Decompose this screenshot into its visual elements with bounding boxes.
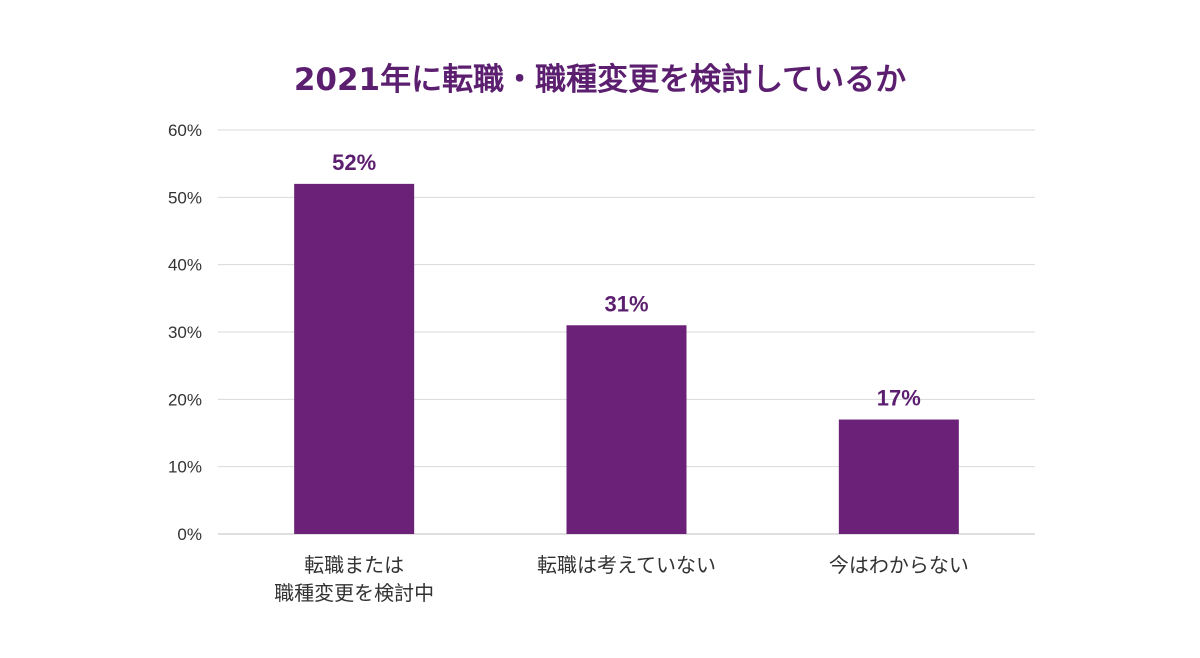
x-category-label: 職種変更を検討中	[274, 581, 434, 605]
bars	[294, 183, 959, 534]
y-tick-label: 60%	[168, 121, 202, 140]
y-tick-label: 0%	[177, 525, 202, 544]
bar-value-label: 17%	[877, 386, 921, 411]
y-tick-label: 10%	[168, 458, 202, 477]
x-category-label: 今はわからない	[829, 553, 969, 577]
x-category-label: 転職は考えていない	[537, 553, 716, 577]
y-tick-label: 30%	[168, 323, 202, 342]
y-tick-label: 50%	[168, 188, 202, 207]
bar	[566, 325, 687, 534]
bar	[838, 419, 959, 534]
bar	[294, 183, 415, 534]
value-labels: 52% 31% 17%	[332, 150, 921, 411]
x-category-label: 転職または	[304, 553, 404, 577]
chart-title: 2021年に転職・職種変更を検討しているか	[294, 62, 906, 98]
bar-value-label: 31%	[604, 291, 648, 316]
y-axis-tick-labels: 0% 10% 20% 30% 40% 50% 60%	[168, 121, 202, 544]
bar-value-label: 52%	[332, 150, 376, 175]
y-tick-label: 20%	[168, 390, 202, 409]
y-tick-label: 40%	[168, 256, 202, 275]
